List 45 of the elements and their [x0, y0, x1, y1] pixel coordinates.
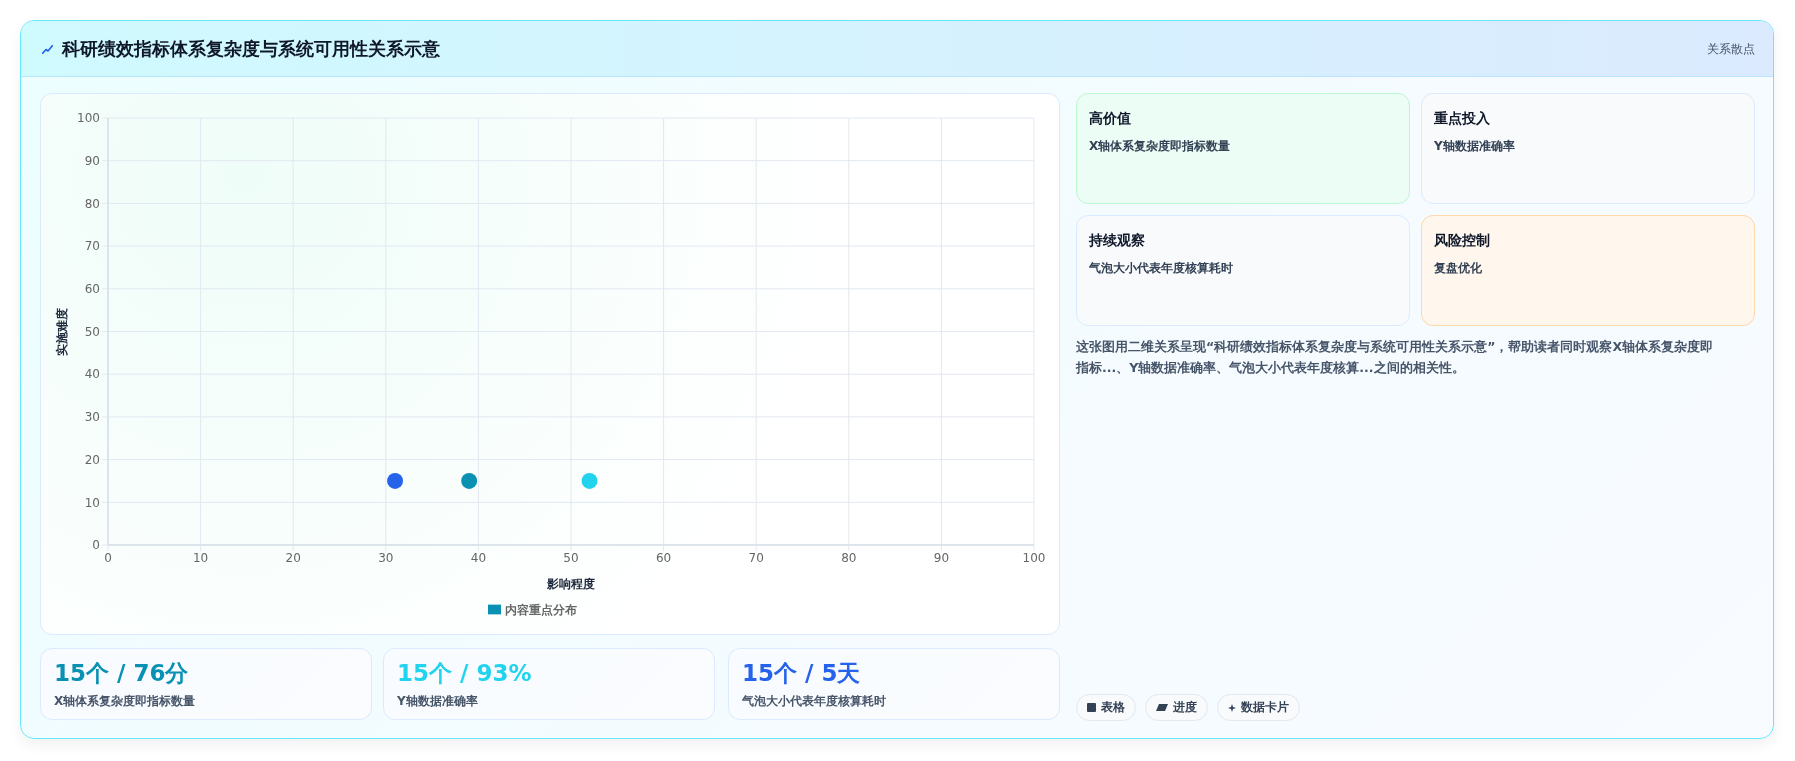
text: 风险控制 [1434, 232, 1490, 248]
text: Y轴数据准确率 [1434, 139, 1515, 153]
text: X轴体系复杂度即指标数量 [1089, 139, 1231, 153]
y-tick-label: 50 [84, 324, 100, 339]
text: 关系散点 [1707, 42, 1755, 56]
y-tick-label: 0 [92, 538, 100, 553]
text: 15个 / 5天 [742, 660, 861, 686]
text: 持续观察 [1089, 232, 1145, 248]
x-tick-label: 10 [192, 550, 209, 565]
y-tick-label: 80 [84, 196, 100, 211]
text: X轴体系复杂度即指标数量 [54, 694, 196, 708]
x-tick-label: 20 [285, 550, 301, 565]
y-tick-label: 90 [84, 153, 100, 168]
text: 进度 [1173, 700, 1197, 715]
text: Y轴数据准确率 [397, 694, 478, 708]
text: 15个 / 76分 [54, 660, 189, 686]
text: 复盘优化 [1434, 261, 1482, 275]
y-tick-label: 30 [84, 410, 100, 425]
y-tick-label: 40 [84, 367, 100, 382]
x-tick-label: 60 [655, 550, 672, 565]
y-axis-title: 实施难度 [55, 307, 69, 356]
y-tick-label: 10 [84, 495, 100, 510]
text: 表格 [1101, 700, 1125, 715]
text: 数据卡片 [1241, 700, 1289, 715]
text: 重点投入 [1434, 110, 1490, 126]
text: 这张图用二维关系呈现“科研绩效指标体系复杂度与系统可用性关系示意”，帮助读者同时观察X轴体系复杂度即指标...、Y轴数据准确率、气泡大小代表年度核算...之间的相关性。 [1076, 339, 1714, 375]
text: 气泡大小代表年度核算耗时 [742, 694, 886, 708]
text: 高价值 [1089, 110, 1131, 126]
text: 气泡大小代表年度核算耗时 [1089, 261, 1233, 275]
x-tick-label: 90 [933, 550, 950, 565]
x-tick-label: 50 [563, 550, 579, 565]
chart-title: 科研绩效指标体系复杂度与系统可用性关系示意 [62, 38, 440, 59]
y-tick-label: 70 [84, 239, 100, 254]
y-tick-label: 100 [77, 111, 100, 126]
x-tick-label: 70 [748, 550, 764, 565]
x-tick-label: 0 [104, 550, 112, 565]
x-axis-title: 影响程度 [546, 577, 595, 591]
x-tick-label: 40 [470, 550, 487, 565]
text: 15个 / 93% [397, 660, 532, 686]
y-tick-label: 20 [84, 452, 100, 467]
x-tick-label: 30 [378, 550, 394, 565]
legend-label: 内容重点分布 [504, 603, 577, 617]
x-tick-label: 80 [841, 550, 857, 565]
y-tick-label: 60 [84, 282, 100, 297]
x-tick-label: 100 [1022, 550, 1046, 565]
